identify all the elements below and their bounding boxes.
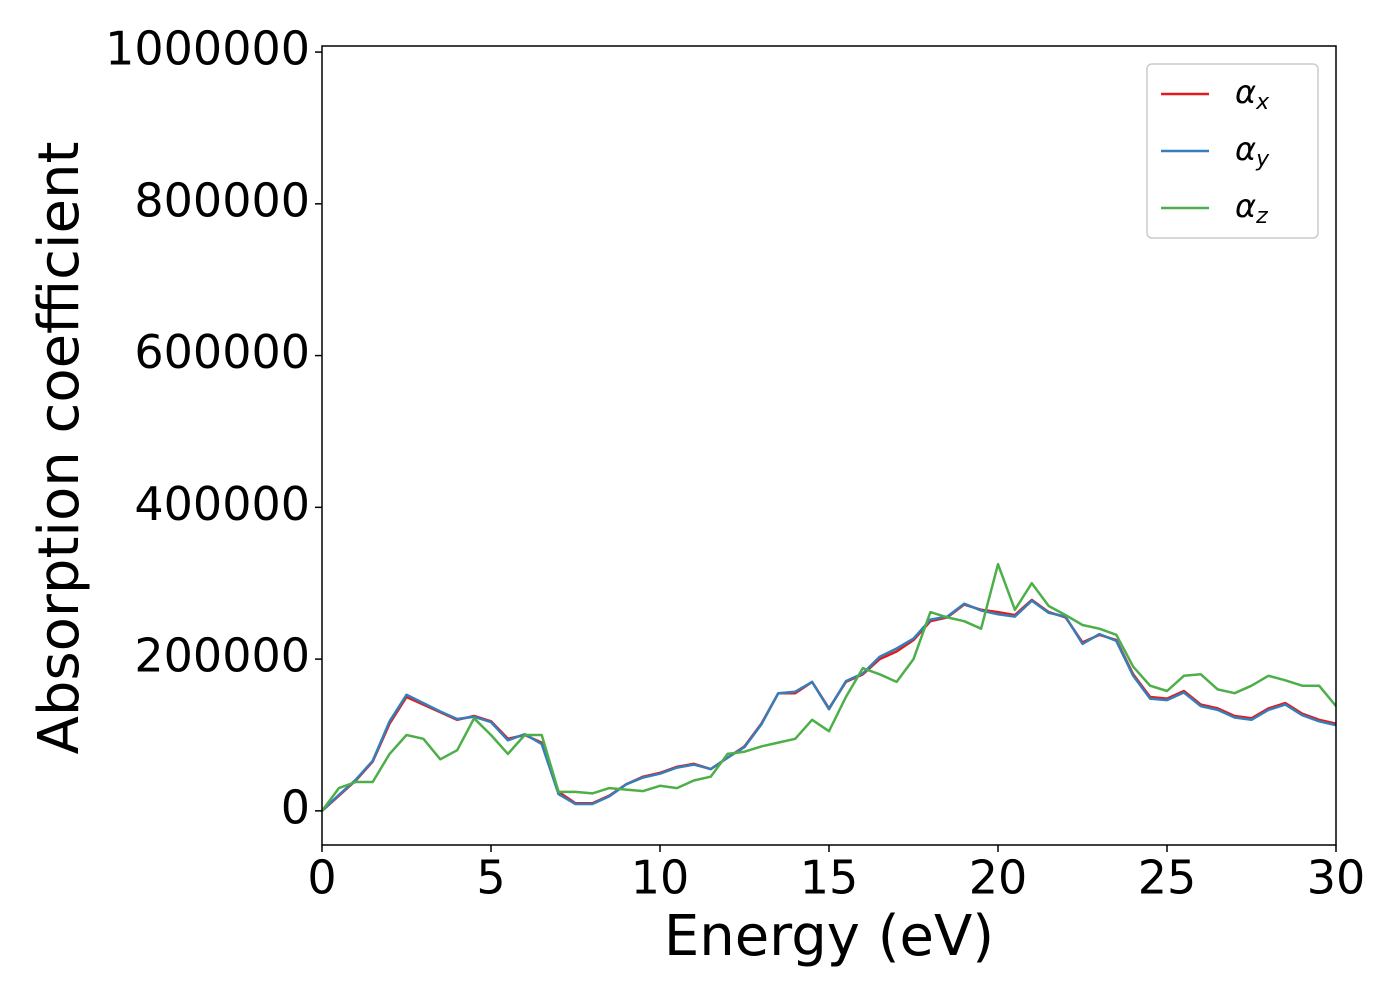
y-tick-label: 400000 bbox=[134, 477, 310, 531]
x-axis-label: Energy (eV) bbox=[664, 904, 994, 969]
series-line bbox=[322, 598, 1336, 812]
series-line bbox=[322, 599, 1336, 812]
x-tick-label: 20 bbox=[969, 851, 1028, 905]
y-tick-label: 600000 bbox=[134, 325, 310, 379]
series-line bbox=[322, 562, 1336, 812]
legend-label-sub: y bbox=[1255, 147, 1270, 172]
y-tick-label: 1000000 bbox=[105, 22, 310, 76]
legend-label-main: α bbox=[1235, 73, 1256, 111]
y-tick-label: 0 bbox=[281, 780, 310, 834]
x-tick-label: 30 bbox=[1307, 851, 1366, 905]
legend-label-sub: z bbox=[1255, 204, 1268, 229]
legend-label-sub: x bbox=[1255, 90, 1270, 115]
y-tick-label: 800000 bbox=[134, 173, 310, 227]
y-tick-label: 200000 bbox=[134, 629, 310, 683]
legend-label-main: α bbox=[1235, 130, 1256, 168]
plot-frame bbox=[321, 45, 1337, 846]
legend-label: αz bbox=[1235, 187, 1268, 229]
x-tick-label: 25 bbox=[1138, 851, 1197, 905]
x-tick-label: 15 bbox=[800, 851, 859, 905]
legend-label: αy bbox=[1235, 130, 1270, 172]
x-tick-label: 0 bbox=[307, 851, 336, 905]
legend-label-main: α bbox=[1235, 187, 1256, 225]
y-axis-label: Absorption coefficient bbox=[27, 142, 92, 755]
x-tick-label: 10 bbox=[631, 851, 690, 905]
legend-box bbox=[1146, 63, 1319, 239]
legend-label: αx bbox=[1235, 73, 1270, 115]
x-tick-label: 5 bbox=[476, 851, 505, 905]
